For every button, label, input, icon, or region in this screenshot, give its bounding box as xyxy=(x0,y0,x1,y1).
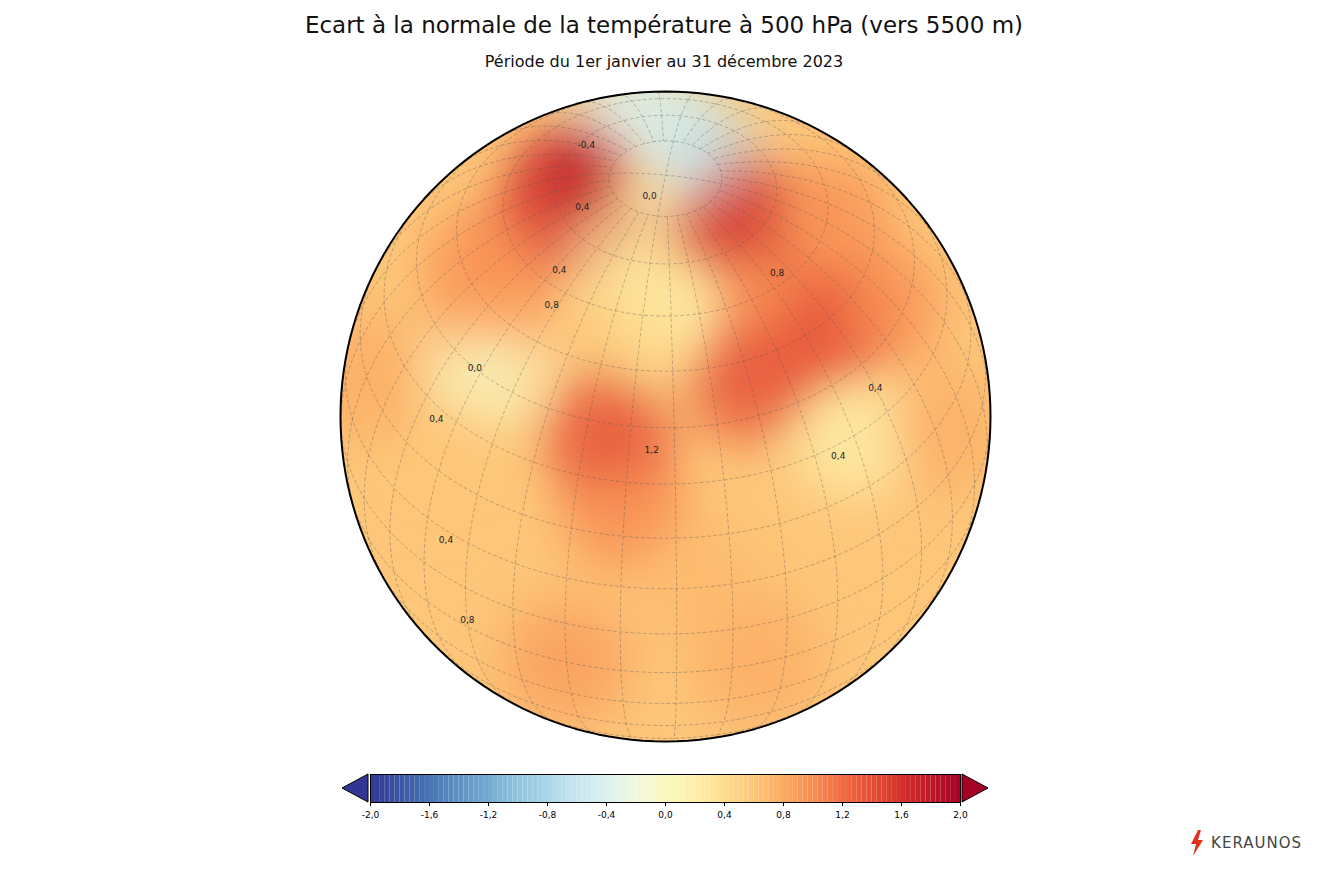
svg-text:-0,4: -0,4 xyxy=(598,810,616,820)
svg-text:1,2: 1,2 xyxy=(835,810,849,820)
svg-text:0,4: 0,4 xyxy=(439,535,454,545)
html-text:KERAUNOS: KERAUNOS xyxy=(1211,834,1302,852)
svg-text:0,8: 0,8 xyxy=(545,300,560,310)
svg-text:-1,2: -1,2 xyxy=(480,810,498,820)
svg-text:0,4: 0,4 xyxy=(552,265,567,275)
svg-text:0,8: 0,8 xyxy=(460,615,475,625)
svg-text:0,4: 0,4 xyxy=(868,383,883,393)
svg-text:0,4: 0,4 xyxy=(575,202,590,212)
html-text:Ecart à la normale de la tempé: Ecart à la normale de la température à 5… xyxy=(304,12,1024,38)
svg-text:2,0: 2,0 xyxy=(953,810,968,820)
svg-text:0,8: 0,8 xyxy=(770,268,785,278)
svg-text:0,0: 0,0 xyxy=(658,810,673,820)
svg-text:0,4: 0,4 xyxy=(831,451,846,461)
svg-text:-0,4: -0,4 xyxy=(578,140,596,150)
svg-text:0,4: 0,4 xyxy=(717,810,732,820)
svg-text:-1,6: -1,6 xyxy=(421,810,439,820)
svg-text:0,8: 0,8 xyxy=(776,810,791,820)
svg-text:0,0: 0,0 xyxy=(468,363,483,373)
svg-text:0,0: 0,0 xyxy=(642,191,657,201)
svg-text:-0,8: -0,8 xyxy=(539,810,557,820)
svg-text:1,6: 1,6 xyxy=(894,810,909,820)
svg-text:0,4: 0,4 xyxy=(429,414,444,424)
svg-text:-2,0: -2,0 xyxy=(362,810,380,820)
html-text:Période du 1er janvier au 31 d: Période du 1er janvier au 31 décembre 20… xyxy=(484,52,844,71)
svg-text:1,2: 1,2 xyxy=(645,445,659,455)
